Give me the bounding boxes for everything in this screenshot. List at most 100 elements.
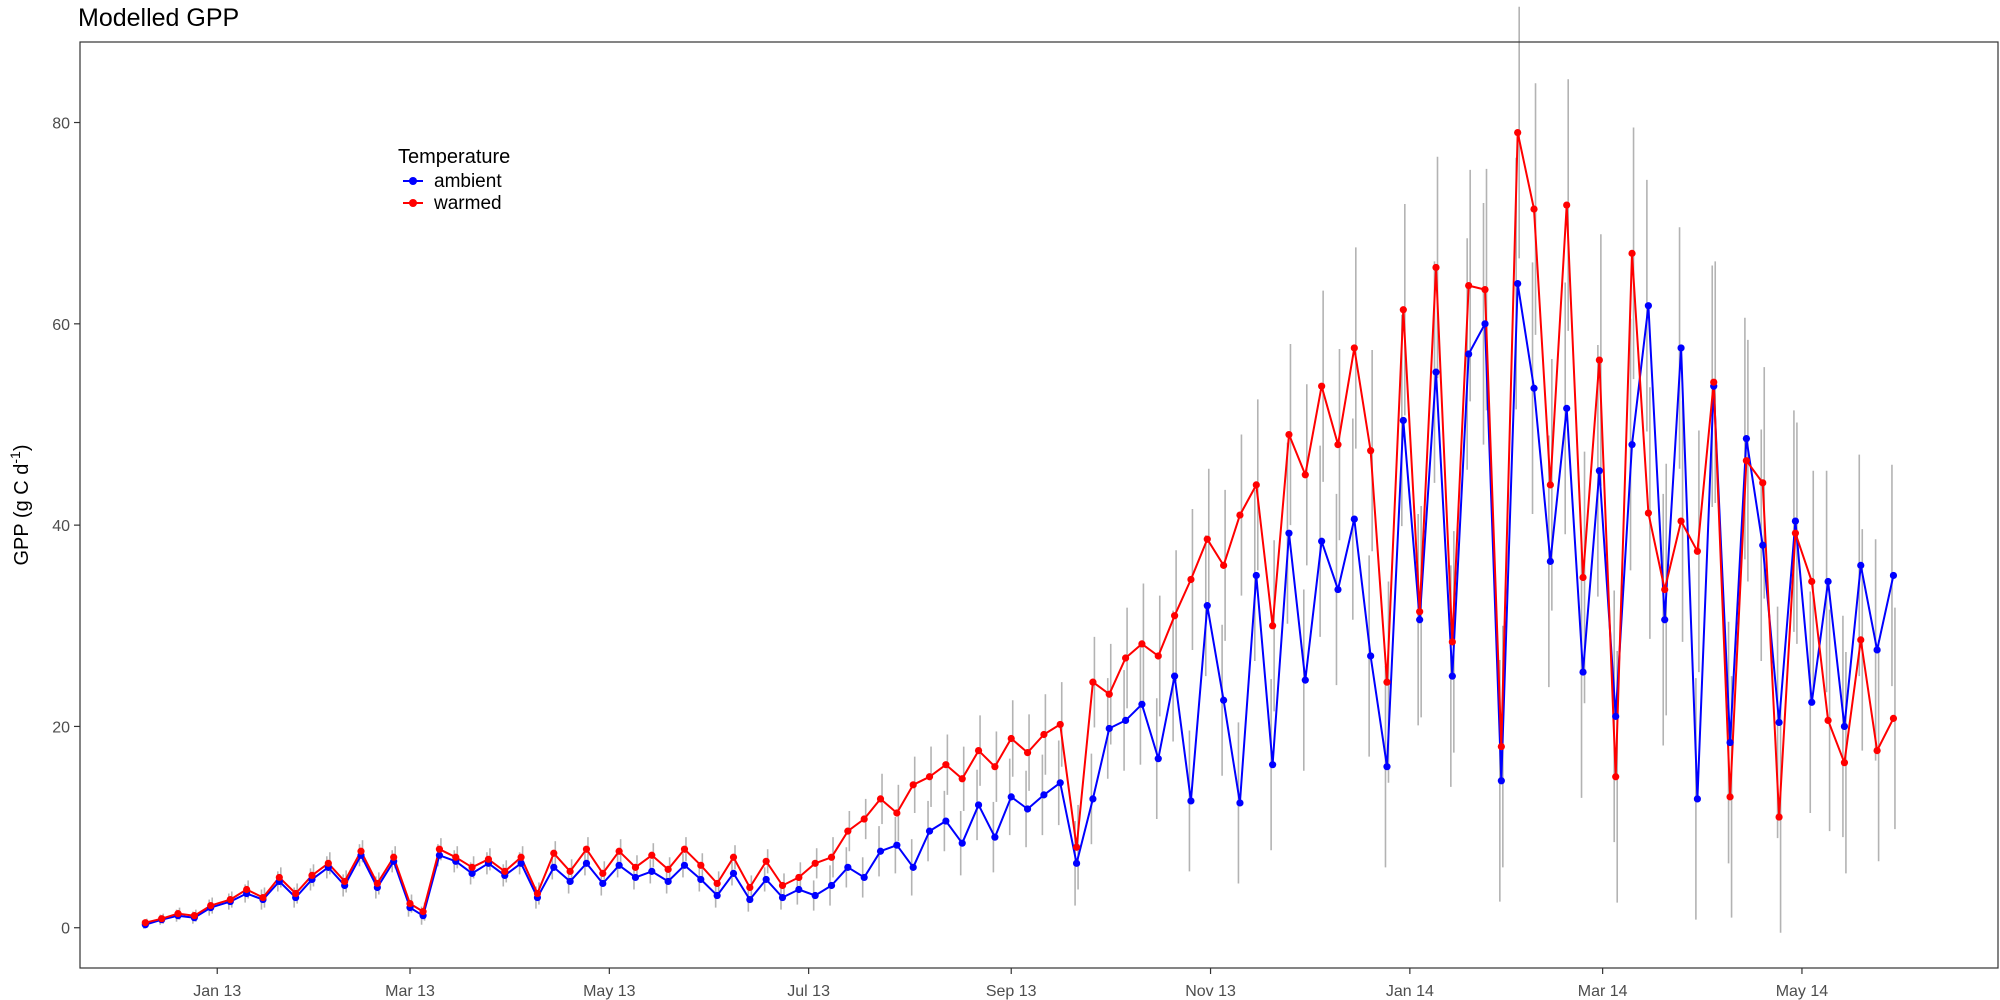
data-point-warmed bbox=[925, 773, 934, 781]
data-point-ambient bbox=[1775, 718, 1783, 727]
data-point-warmed bbox=[729, 853, 738, 861]
data-point-warmed bbox=[1040, 730, 1048, 739]
data-point-ambient bbox=[1579, 668, 1587, 676]
data-point-warmed bbox=[1873, 746, 1881, 755]
data-point-warmed bbox=[1514, 128, 1522, 137]
data-point-warmed bbox=[419, 908, 427, 916]
y-tick-label: 40 bbox=[52, 518, 70, 535]
data-point-ambient bbox=[615, 861, 623, 869]
data-point-warmed bbox=[746, 883, 754, 892]
y-tick-label: 60 bbox=[52, 317, 70, 334]
data-point-ambient bbox=[1072, 859, 1081, 867]
data-point-ambient bbox=[991, 833, 999, 841]
y-tick-label: 0 bbox=[61, 921, 70, 938]
data-point-ambient bbox=[1383, 763, 1391, 771]
data-point-warmed bbox=[958, 775, 966, 783]
data-point-ambient bbox=[1236, 799, 1244, 807]
data-point-ambient bbox=[942, 817, 950, 825]
data-point-ambient bbox=[1546, 557, 1554, 565]
data-point-ambient bbox=[631, 873, 640, 882]
data-point-ambient bbox=[599, 879, 607, 888]
data-point-ambient bbox=[1170, 672, 1179, 680]
x-axis: Jan 13 Mar 13 May 13 Jul 13 Sep 13 Nov 13 Jan … bbox=[193, 968, 1828, 1000]
data-point-ambient bbox=[680, 861, 689, 869]
data-point-warmed bbox=[324, 859, 332, 867]
data-point-ambient bbox=[1203, 602, 1211, 610]
data-point-ambient bbox=[1514, 279, 1522, 288]
data-point-warmed bbox=[533, 889, 542, 898]
data-point-warmed bbox=[1220, 561, 1228, 569]
data-point-warmed bbox=[1367, 447, 1375, 455]
data-point-ambient bbox=[1840, 722, 1849, 731]
data-point-warmed bbox=[1203, 535, 1211, 543]
legend-key-point-ambient bbox=[409, 177, 417, 185]
data-point-warmed bbox=[406, 899, 414, 908]
data-point-warmed bbox=[827, 853, 836, 861]
data-point-ambient bbox=[1154, 755, 1162, 763]
data-point-warmed bbox=[141, 919, 149, 927]
y-axis-title: GPP (g C d-1) bbox=[7, 444, 33, 565]
data-point-ambient bbox=[746, 895, 754, 904]
x-tick-label: Jul 13 bbox=[787, 983, 830, 1000]
data-point-warmed bbox=[1808, 577, 1816, 586]
data-point-ambient bbox=[1399, 416, 1407, 425]
data-point-warmed bbox=[942, 761, 950, 769]
series-line-ambient bbox=[145, 282, 1895, 926]
data-point-ambient bbox=[1301, 676, 1309, 684]
data-point-ambient bbox=[1334, 585, 1342, 594]
data-point-warmed bbox=[1726, 793, 1734, 801]
data-point-warmed bbox=[1693, 547, 1701, 555]
data-point-warmed bbox=[713, 879, 721, 888]
data-point-warmed bbox=[259, 893, 267, 902]
data-point-ambient bbox=[893, 841, 901, 849]
data-point-warmed bbox=[762, 857, 770, 865]
data-point-warmed bbox=[1595, 356, 1603, 364]
data-point-warmed bbox=[1056, 720, 1064, 729]
data-point-warmed bbox=[243, 885, 251, 894]
data-point-ambient bbox=[1481, 320, 1489, 328]
data-point-ambient bbox=[582, 859, 591, 867]
data-point-warmed bbox=[1563, 201, 1571, 209]
data-point-warmed bbox=[1497, 742, 1505, 751]
data-point-warmed bbox=[631, 863, 640, 871]
data-point-warmed bbox=[357, 847, 365, 855]
data-point-warmed bbox=[1383, 678, 1391, 686]
data-point-ambient bbox=[1693, 795, 1701, 803]
data-point-ambient bbox=[909, 863, 917, 871]
x-tick-label: May 13 bbox=[583, 983, 636, 1000]
data-point-warmed bbox=[1759, 479, 1767, 487]
data-point-ambient bbox=[778, 893, 787, 902]
data-point-warmed bbox=[893, 809, 901, 817]
data-point-warmed bbox=[1644, 509, 1652, 517]
data-point-ambient bbox=[974, 801, 983, 809]
data-point-warmed bbox=[1840, 759, 1849, 767]
data-point-warmed bbox=[190, 912, 198, 920]
data-point-ambient bbox=[1808, 698, 1816, 706]
data-point-warmed bbox=[1072, 843, 1081, 851]
data-point-warmed bbox=[1350, 344, 1358, 352]
data-point-warmed bbox=[1432, 263, 1440, 272]
data-point-warmed bbox=[550, 849, 558, 857]
data-point-warmed bbox=[484, 855, 493, 863]
data-point-warmed bbox=[1628, 249, 1636, 257]
data-point-warmed bbox=[1742, 457, 1751, 465]
data-point-warmed bbox=[1677, 517, 1685, 525]
data-point-warmed bbox=[1105, 690, 1113, 698]
data-point-warmed bbox=[468, 863, 476, 871]
data-point-ambient bbox=[1857, 561, 1865, 569]
data-point-ambient bbox=[876, 847, 885, 855]
data-point-warmed bbox=[275, 873, 283, 882]
data-point-ambient bbox=[1661, 616, 1669, 624]
data-point-warmed bbox=[292, 889, 300, 898]
data-point-ambient bbox=[1105, 724, 1113, 733]
data-point-warmed bbox=[1236, 511, 1244, 519]
data-point-ambient bbox=[566, 877, 574, 886]
data-point-ambient bbox=[1056, 779, 1064, 787]
data-point-warmed bbox=[1465, 281, 1473, 290]
data-point-warmed bbox=[1089, 678, 1097, 686]
data-point-ambient bbox=[811, 891, 819, 900]
data-point-ambient bbox=[1824, 577, 1832, 586]
data-point-warmed bbox=[1857, 636, 1865, 644]
legend-label-warmed: warmed bbox=[433, 193, 502, 214]
